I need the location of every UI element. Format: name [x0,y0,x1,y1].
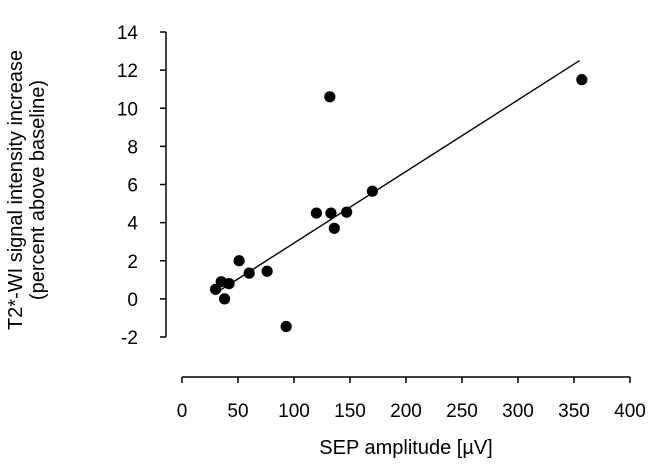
y-tick-label: 8 [127,137,138,158]
x-tick-label: 400 [614,401,646,422]
data-points [210,74,587,332]
y-tick-label: 0 [127,290,138,311]
data-point [223,278,234,289]
x-tick-label: 350 [558,401,590,422]
data-point [262,266,273,277]
y-tick-label: -2 [121,328,138,349]
data-point [367,186,378,197]
y-axis-title: T2*-WI signal intensity increase (percen… [5,50,49,330]
x-tick-label: 50 [227,401,248,422]
x-tick-label: 0 [177,401,188,422]
regression-line [216,61,580,294]
x-tick-label: 300 [502,401,534,422]
y-tick-label: 6 [127,176,138,197]
x-axis: 0 50 100 150 200 250 300 350 400 [177,377,646,422]
data-point [324,91,335,102]
data-point [234,255,245,266]
y-tick-label: 4 [127,214,138,235]
y-axis: -2 0 2 4 6 8 10 12 14 [117,23,166,349]
data-point [341,207,352,218]
x-axis-title: SEP amplitude [µV] [319,437,492,459]
data-point [329,223,340,234]
y-axis-title-line-1: T2*-WI signal intensity increase [5,50,27,330]
y-tick-label: 14 [117,23,139,44]
data-point [244,268,255,279]
y-axis-title-line-2: (percent above baseline) [27,80,49,300]
x-tick-label: 250 [446,401,478,422]
y-tick-label: 12 [117,61,138,82]
x-tick-label: 100 [278,401,310,422]
y-tick-label: 2 [127,252,138,273]
y-tick-label: 10 [117,99,138,120]
data-point [311,207,322,218]
data-point [325,207,336,218]
data-point [576,74,587,85]
data-point [281,321,292,332]
x-tick-label: 150 [334,401,366,422]
regression-line-group [216,61,580,294]
data-point [219,293,230,304]
x-tick-label: 200 [390,401,422,422]
